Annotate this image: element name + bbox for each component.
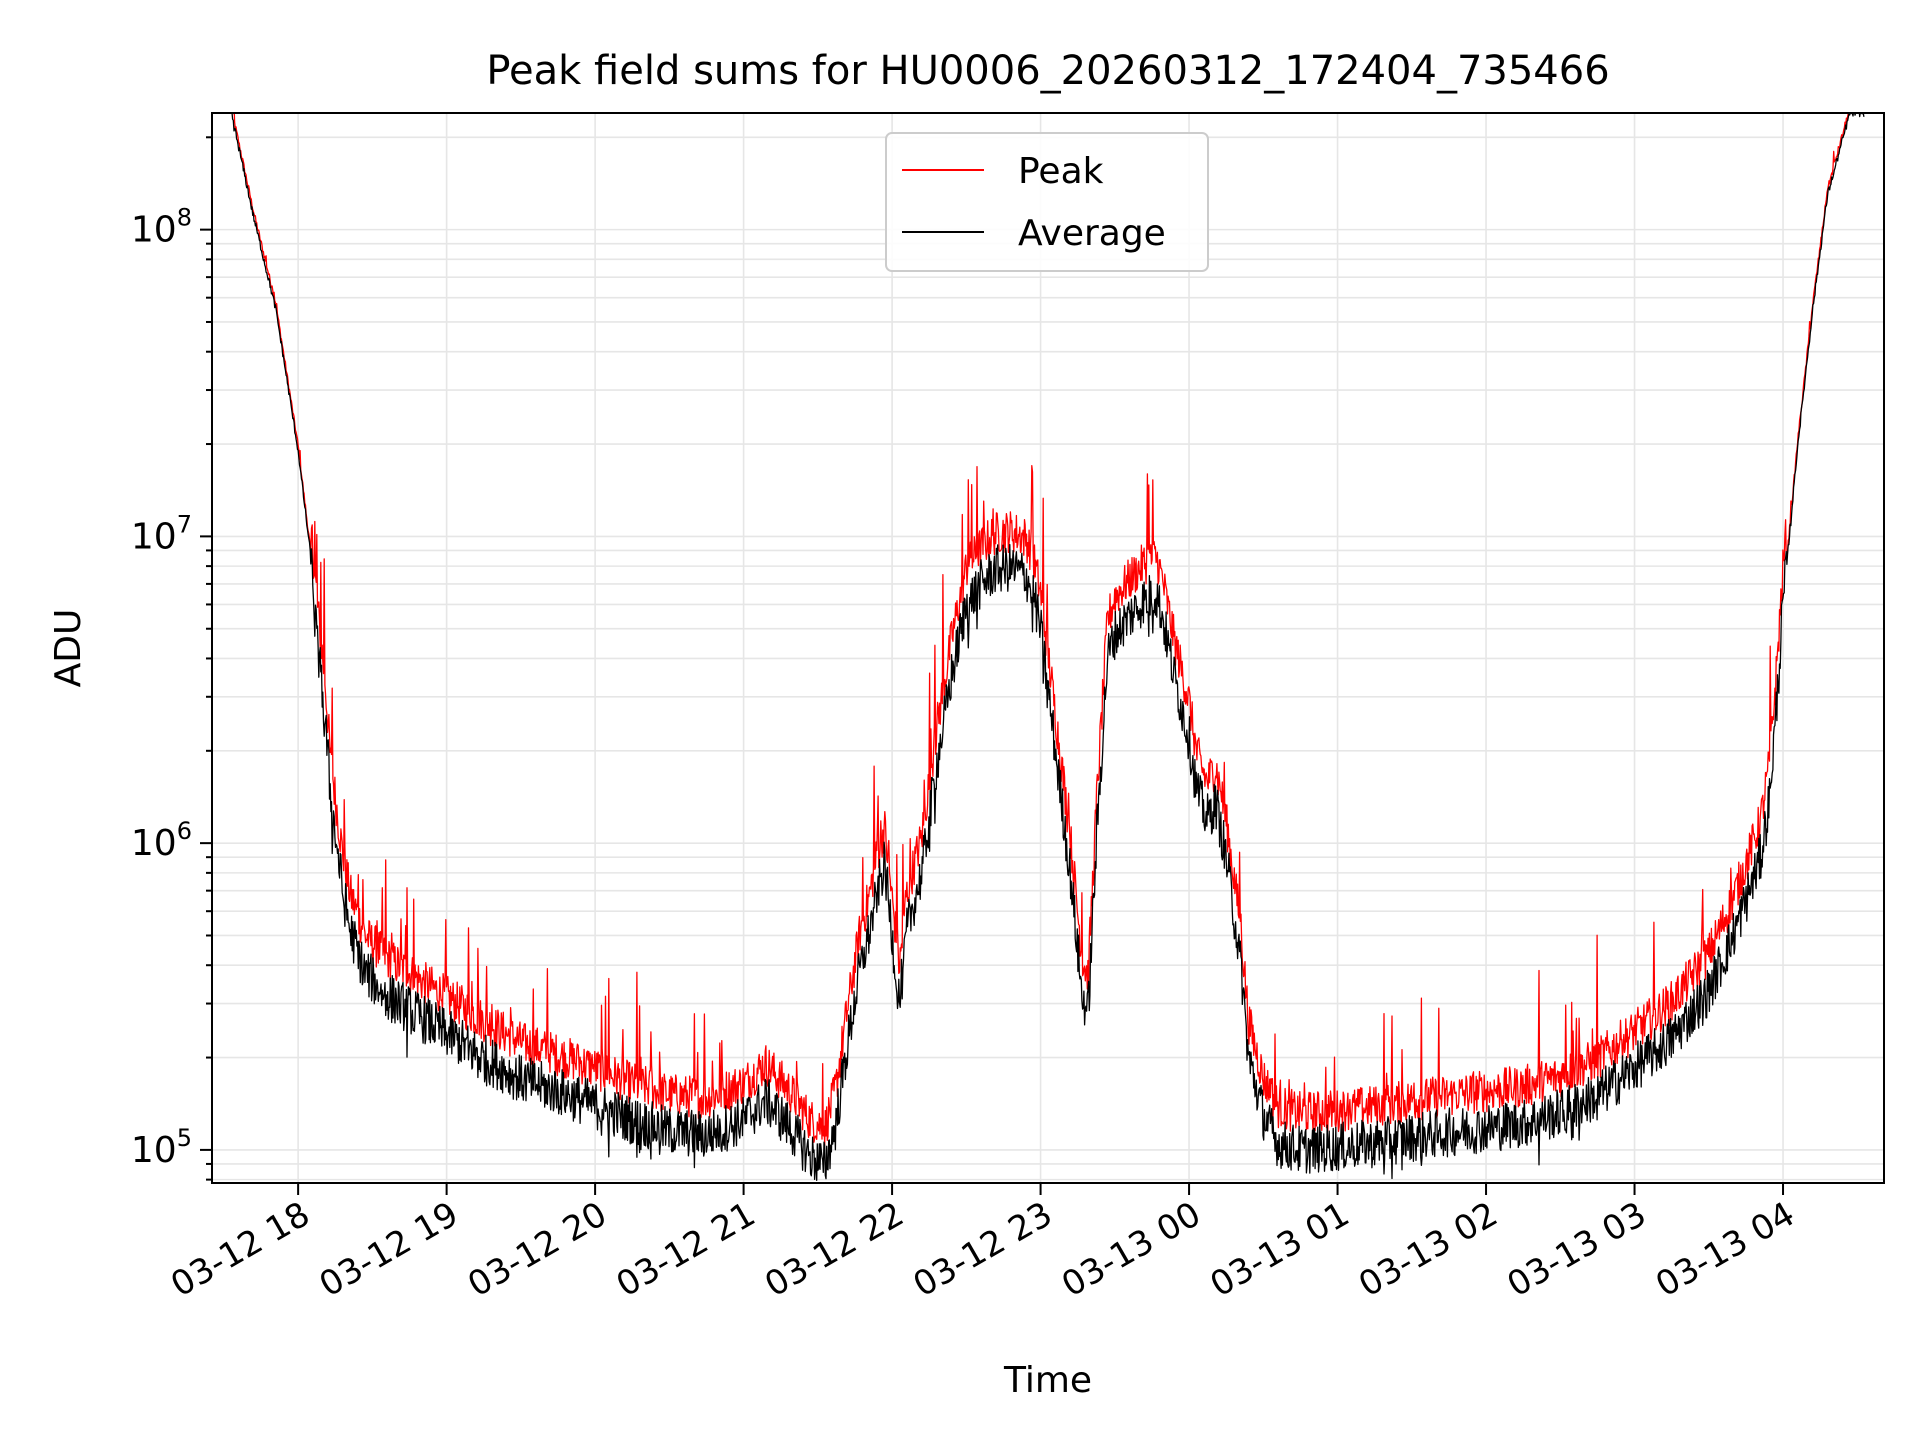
- y-axis: 105 106 107 108: [131, 136, 212, 1181]
- plot-frame: [211, 112, 1885, 1184]
- legend-box: [885, 132, 1209, 272]
- series-line-peak: [231, 113, 1849, 1146]
- y-tick-label: 107: [131, 510, 192, 557]
- x-axis-label: Time: [1003, 1360, 1092, 1401]
- legend-label-peak: Peak: [1018, 151, 1104, 192]
- series-line-average: [231, 113, 1865, 1181]
- grid-lines: [212, 113, 1884, 1183]
- y-tick-label: 106: [131, 817, 192, 864]
- series-layer: [231, 113, 1865, 1181]
- y-tick-label: 105: [131, 1124, 192, 1171]
- y-tick-label: 108: [131, 204, 192, 251]
- y-axis-label: ADU: [48, 609, 89, 688]
- legend: Peak Average: [885, 132, 1209, 272]
- legend-label-average: Average: [1018, 213, 1166, 254]
- chart-title: Peak field sums for HU0006_20260312_1724…: [486, 48, 1609, 94]
